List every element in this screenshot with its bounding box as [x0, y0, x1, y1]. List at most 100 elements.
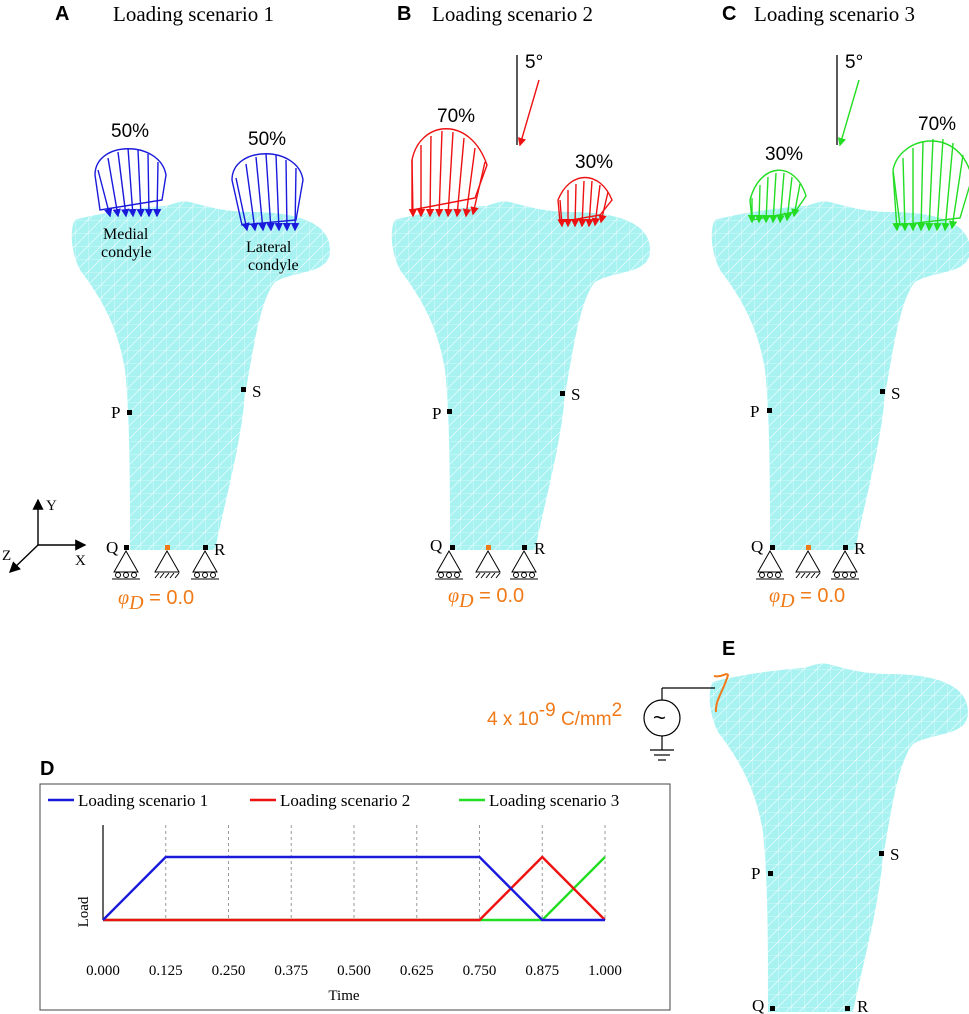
point-s-label: S	[891, 384, 900, 403]
lateral-label-1: Lateral	[246, 239, 292, 256]
angle-label: 5°	[845, 52, 863, 73]
point-r-marker	[843, 545, 848, 550]
panel-b-title: Loading scenario 2	[432, 2, 593, 26]
medial-load-arrows	[94, 147, 167, 218]
lateral-load-arrows	[892, 138, 969, 232]
panel-e-letter: E	[722, 638, 735, 660]
pin-support-icon	[795, 549, 821, 579]
lateral-label-2: condyle	[248, 257, 299, 274]
medial-load-arrows	[747, 169, 807, 224]
point-s-label: S	[571, 385, 580, 404]
point-s-marker	[880, 389, 885, 394]
ground-node-marker	[806, 545, 811, 550]
point-p-marker	[768, 871, 773, 876]
charge-density-label: 4 x 10-9 C/mm2	[487, 700, 622, 730]
roller-support-icon	[112, 549, 140, 580]
angle-label: 5°	[525, 52, 543, 73]
panel-d-letter: D	[40, 758, 54, 780]
inclined-load-arrow	[837, 79, 860, 147]
point-p-marker	[767, 408, 772, 413]
medial-percent: 50%	[111, 121, 149, 142]
point-p-marker	[447, 409, 452, 414]
panel-c-letter: C	[722, 3, 736, 25]
x-tick-label: 1.000	[588, 963, 622, 979]
ac-source-circuit	[643, 687, 715, 761]
y-axis-label: Load	[76, 896, 92, 927]
pin-support-icon	[475, 549, 501, 579]
legend-label: Loading scenario 2	[280, 791, 410, 810]
panel-a: A Loading scenario 1 50% 50% Medial	[2, 2, 330, 614]
point-q-marker	[770, 545, 775, 550]
point-p-label: P	[111, 403, 120, 422]
lateral-load-arrows	[557, 176, 613, 228]
point-r-label: R	[534, 539, 546, 558]
point-s-label: S	[252, 382, 261, 401]
series-line	[102, 855, 605, 922]
medial-load-arrows	[408, 128, 488, 218]
boundary-condition-label: φD = 0.0	[118, 587, 194, 614]
medial-label-1: Medial	[103, 226, 149, 243]
roller-support-icon	[831, 549, 859, 580]
tibia-mesh	[391, 201, 650, 551]
roller-support-icon	[435, 549, 463, 580]
point-p-label: P	[750, 402, 759, 421]
lateral-percent: 30%	[575, 152, 613, 173]
load-time-chart: 0.000 0.125 0.250 0.375 0.500 0.625 0.750 0.875…	[76, 825, 622, 1004]
panel-b: B Loading scenario 2 70% 30% 5	[391, 2, 650, 612]
point-s-label: S	[890, 845, 899, 864]
x-tick-label: 0.250	[212, 963, 246, 979]
x-tick-label: 0.000	[86, 963, 120, 979]
point-r-label: R	[857, 997, 869, 1014]
ground-node-marker	[165, 545, 170, 550]
point-s-marker	[879, 851, 884, 856]
charge-application-area	[713, 673, 730, 713]
point-r-marker	[522, 545, 527, 550]
coordinate-axes	[8, 498, 87, 573]
point-q-label: Q	[106, 538, 118, 557]
medial-label-2: condyle	[101, 244, 152, 261]
panel-a-letter: A	[55, 3, 69, 25]
inclined-load-arrow	[517, 79, 540, 147]
point-p-label: P	[432, 404, 441, 423]
x-tick-label: 0.875	[525, 963, 559, 979]
x-tick-label: 0.625	[400, 963, 434, 979]
panel-c: C Loading scenario 3 30% 70% 5	[711, 2, 969, 612]
roller-support-icon	[510, 549, 538, 580]
axis-x-label: X	[75, 553, 86, 569]
roller-support-icon	[756, 549, 784, 580]
point-q-marker	[450, 545, 455, 550]
x-tick-label: 0.375	[274, 963, 308, 979]
lateral-percent: 50%	[248, 129, 286, 150]
point-r-label: R	[854, 539, 866, 558]
x-tick-label: 0.750	[463, 963, 497, 979]
ground-node-marker	[486, 545, 491, 550]
point-s-marker	[241, 387, 246, 392]
x-axis-label: Time	[328, 988, 359, 1004]
point-q-label: Q	[752, 996, 764, 1014]
point-p-label: P	[751, 864, 760, 883]
pin-support-icon	[154, 549, 180, 579]
point-p-marker	[127, 410, 132, 415]
medial-percent: 70%	[437, 106, 475, 127]
panel-e: E ~ 4 x 10-9 C/mm2 P S Q R	[487, 638, 968, 1014]
panel-b-letter: B	[397, 3, 411, 25]
x-tick-label: 0.125	[149, 963, 183, 979]
lateral-load-arrows	[231, 153, 304, 232]
medial-percent: 30%	[765, 144, 803, 165]
panel-d: D Loading scenario 1 Loading scenario 2 Lo…	[39, 758, 671, 1011]
point-q-marker	[770, 1006, 775, 1011]
tibia-mesh	[709, 663, 968, 1012]
legend-label: Loading scenario 1	[78, 791, 208, 810]
axis-y-label: Y	[46, 498, 57, 514]
point-r-marker	[845, 1006, 850, 1011]
legend-label: Loading scenario 3	[489, 791, 619, 810]
lateral-percent: 70%	[918, 114, 956, 135]
panel-a-title: Loading scenario 1	[113, 2, 274, 26]
boundary-condition-label: φD = 0.0	[448, 585, 524, 612]
tibia-mesh	[711, 201, 969, 551]
point-q-label: Q	[751, 537, 763, 556]
roller-support-icon	[191, 549, 219, 580]
point-r-marker	[203, 545, 208, 550]
ac-source-icon: ~	[653, 705, 666, 730]
